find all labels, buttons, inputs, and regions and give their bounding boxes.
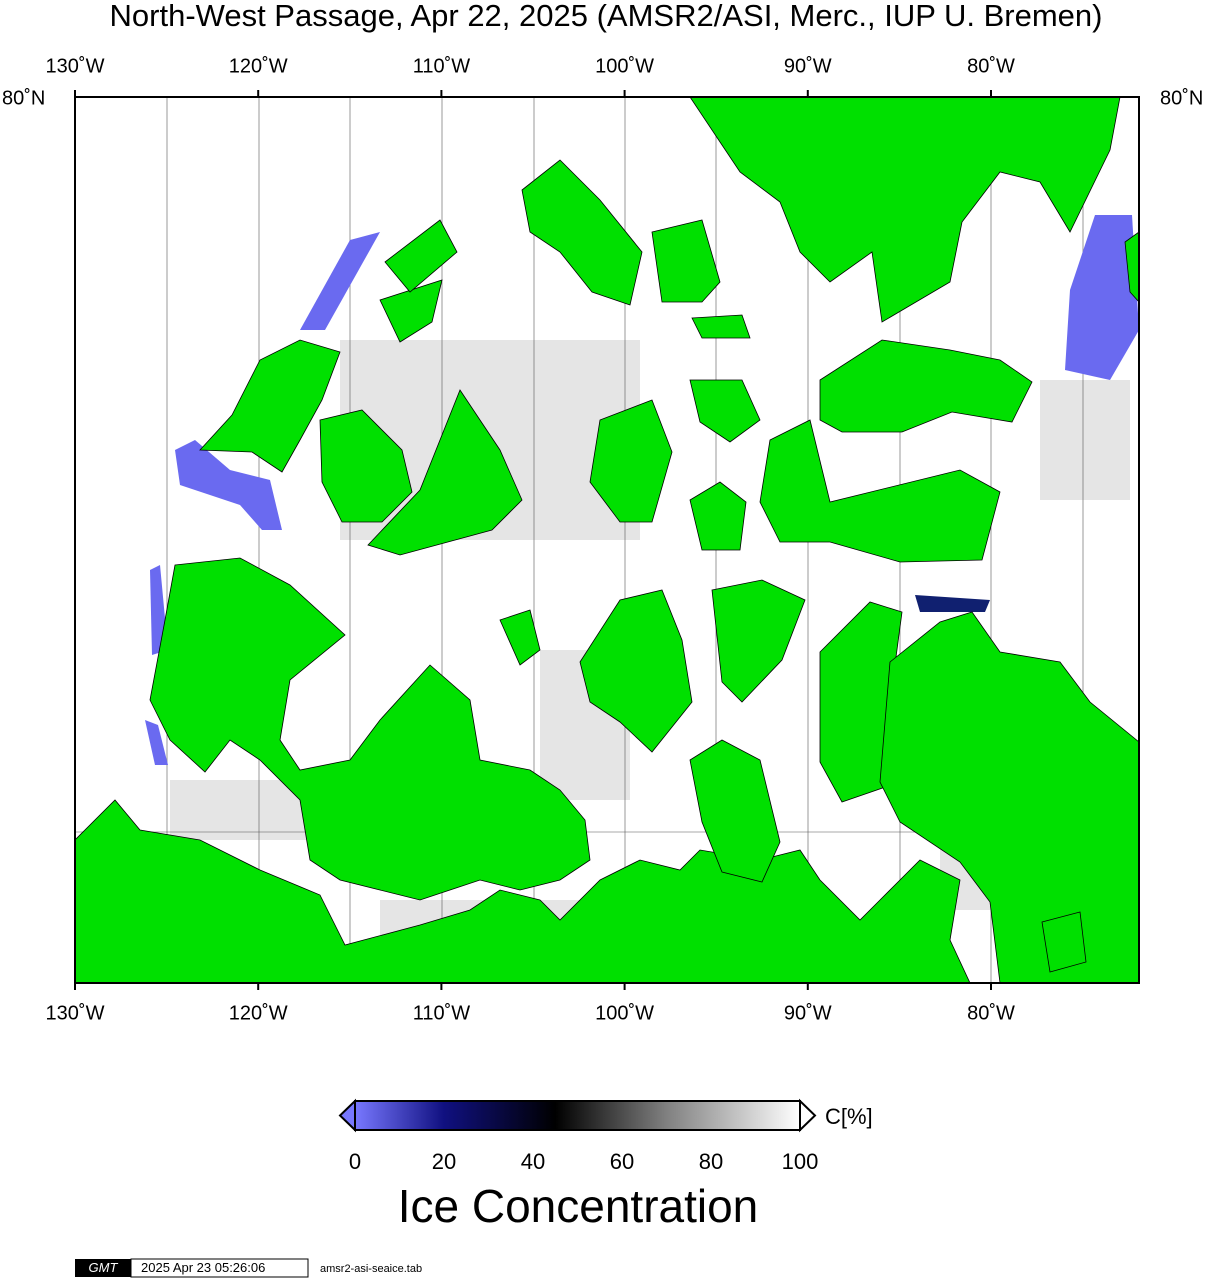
- lon-label: 80˚W: [967, 1002, 1015, 1024]
- lon-label: 100˚W: [595, 55, 654, 77]
- colorbar-scale: [354, 1100, 801, 1131]
- lon-label: 120˚W: [229, 55, 288, 77]
- land: [367, 389, 523, 556]
- lat-label-left: 80˚N: [2, 87, 45, 109]
- lon-label: 100˚W: [595, 1002, 654, 1024]
- colorbar-tick-label: 20: [432, 1149, 456, 1174]
- footer: GMT 2025 Apr 23 05:26:06 amsr2-asi-seaic…: [75, 1258, 422, 1278]
- ice-patch: [145, 720, 168, 765]
- land: [879, 611, 1139, 983]
- lon-labels-bottom: 130˚W 120˚W 110˚W 100˚W 90˚W 80˚W: [46, 983, 1015, 1024]
- ice-patch: [1065, 215, 1139, 380]
- lon-label: 90˚W: [784, 1002, 832, 1024]
- title: North-West Passage, Apr 22, 2025 (AMSR2/…: [110, 0, 1103, 33]
- land: [579, 589, 693, 753]
- lat-label-right: 80˚N: [1160, 87, 1203, 109]
- land: [1124, 231, 1139, 303]
- land: [149, 557, 591, 901]
- colorbar-label: Ice Concentration: [398, 1180, 759, 1232]
- land: [75, 97, 1139, 983]
- land: [521, 159, 643, 306]
- colorbar-ticks: 0 20 40 60 80 100: [349, 1149, 818, 1174]
- land: [759, 419, 1001, 563]
- timestamp: 2025 Apr 23 05:26:06: [141, 1260, 265, 1275]
- lon-label: 130˚W: [46, 55, 105, 77]
- land: [499, 609, 541, 666]
- file-name: amsr2-asi-seaice.tab: [320, 1263, 422, 1275]
- ice-patch: [915, 595, 990, 612]
- land: [379, 279, 443, 343]
- ice-patch: [175, 440, 282, 530]
- gmt-logo: [75, 1259, 131, 1277]
- land: [1041, 911, 1087, 973]
- timestamp-box: [130, 1258, 309, 1278]
- land: [689, 379, 761, 443]
- lon-label: 120˚W: [229, 1002, 288, 1024]
- colorbar-high-end: [799, 1098, 817, 1133]
- lon-label: 110˚W: [413, 55, 471, 77]
- colorbar-tick-label: 100: [782, 1149, 819, 1174]
- gmt-logo-text: GMT: [89, 1260, 119, 1275]
- land: [691, 314, 751, 339]
- lon-labels-top: 130˚W 120˚W 110˚W 100˚W 90˚W 80˚W: [46, 55, 1015, 97]
- land: [651, 219, 721, 303]
- land: [319, 409, 413, 523]
- land: [819, 339, 1033, 433]
- map: [75, 97, 1139, 983]
- land: [75, 799, 971, 983]
- colorbar-tick-label: 40: [521, 1149, 545, 1174]
- land: [689, 739, 781, 883]
- lon-label: 130˚W: [46, 1002, 105, 1024]
- colorbar-unit: C[%]: [825, 1104, 873, 1129]
- map-frame: [74, 96, 1140, 984]
- low-ice: [145, 215, 1139, 765]
- colorbar-tick-label: 80: [699, 1149, 723, 1174]
- lon-label: 90˚W: [784, 55, 832, 77]
- land: [384, 219, 458, 293]
- land: [711, 579, 806, 703]
- land: [689, 481, 747, 551]
- land: [199, 339, 341, 473]
- lon-label: 80˚W: [967, 55, 1015, 77]
- land: [689, 97, 1121, 323]
- lon-label: 110˚W: [413, 1002, 471, 1024]
- colorbar-low-end: [338, 1098, 356, 1133]
- colorbar: 0 20 40 60 80 100 C[%] Ice Concentration: [338, 1098, 873, 1232]
- ice-patch: [300, 232, 380, 330]
- colorbar-tick-label: 0: [349, 1149, 361, 1174]
- land: [589, 399, 673, 523]
- colorbar-tick-label: 60: [610, 1149, 634, 1174]
